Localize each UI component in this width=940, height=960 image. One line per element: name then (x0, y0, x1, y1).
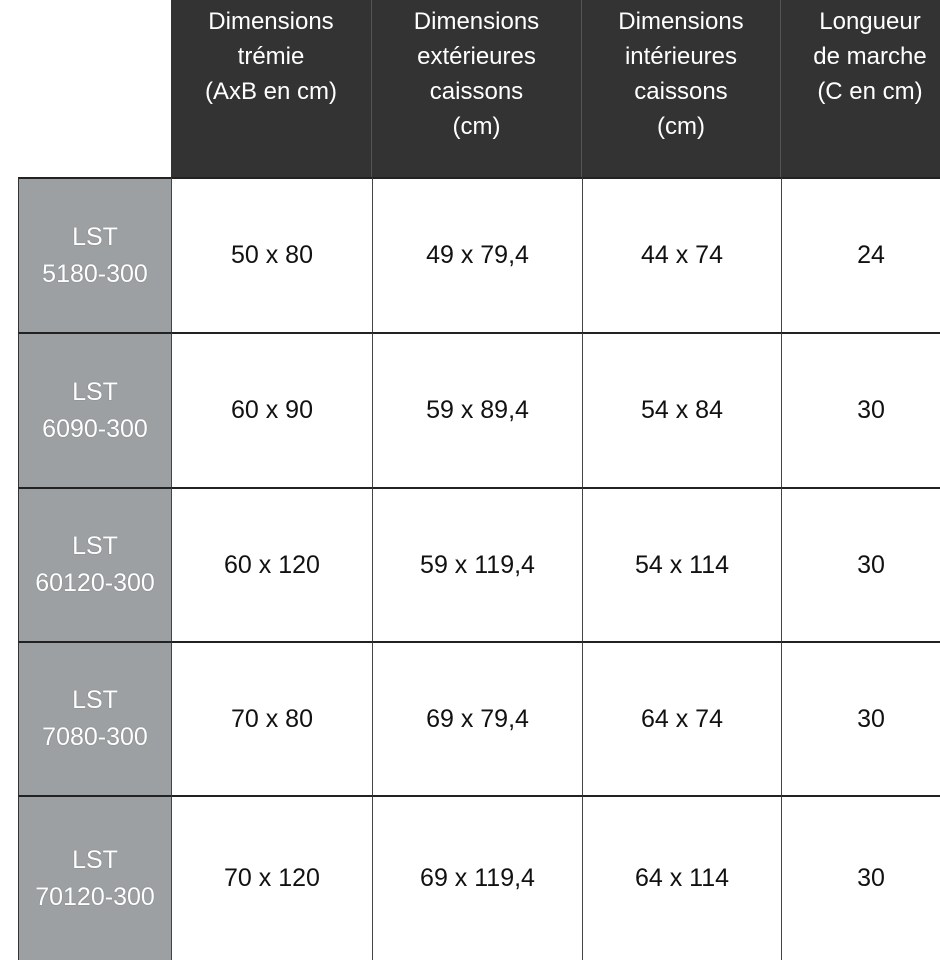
column-header: Longueur de marche (C en cm) (781, 0, 940, 177)
table-cell: 24 (781, 177, 940, 332)
row-header-model: LST 70120-300 (18, 795, 171, 960)
column-header: Dimensions trémie (AxB en cm) (171, 0, 372, 177)
column-header: Dimensions extérieures caissons (cm) (372, 0, 582, 177)
table-cell: 54 x 84 (582, 332, 781, 487)
table-cell: 30 (781, 487, 940, 641)
table-cell: 30 (781, 641, 940, 795)
table-cell: 64 x 74 (582, 641, 781, 795)
row-header-model: LST 6090-300 (18, 332, 171, 487)
row-header-model: LST 60120-300 (18, 487, 171, 641)
table-cell: 54 x 114 (582, 487, 781, 641)
table-cell: 44 x 74 (582, 177, 781, 332)
table-cell: 70 x 120 (171, 795, 372, 960)
table-cell: 60 x 90 (171, 332, 372, 487)
table-cell: 50 x 80 (171, 177, 372, 332)
table-cell: 69 x 119,4 (372, 795, 582, 960)
table-cell: 49 x 79,4 (372, 177, 582, 332)
table-cell: 69 x 79,4 (372, 641, 582, 795)
table-cell: 64 x 114 (582, 795, 781, 960)
row-header-model: LST 5180-300 (18, 177, 171, 332)
table-cell: 59 x 119,4 (372, 487, 582, 641)
table-cell: 59 x 89,4 (372, 332, 582, 487)
table-cell: 30 (781, 795, 940, 960)
column-header: Dimensions intérieures caissons (cm) (582, 0, 781, 177)
table-cell: 70 x 80 (171, 641, 372, 795)
row-header-model: LST 7080-300 (18, 641, 171, 795)
table-cell: 60 x 120 (171, 487, 372, 641)
table-cell: 30 (781, 332, 940, 487)
